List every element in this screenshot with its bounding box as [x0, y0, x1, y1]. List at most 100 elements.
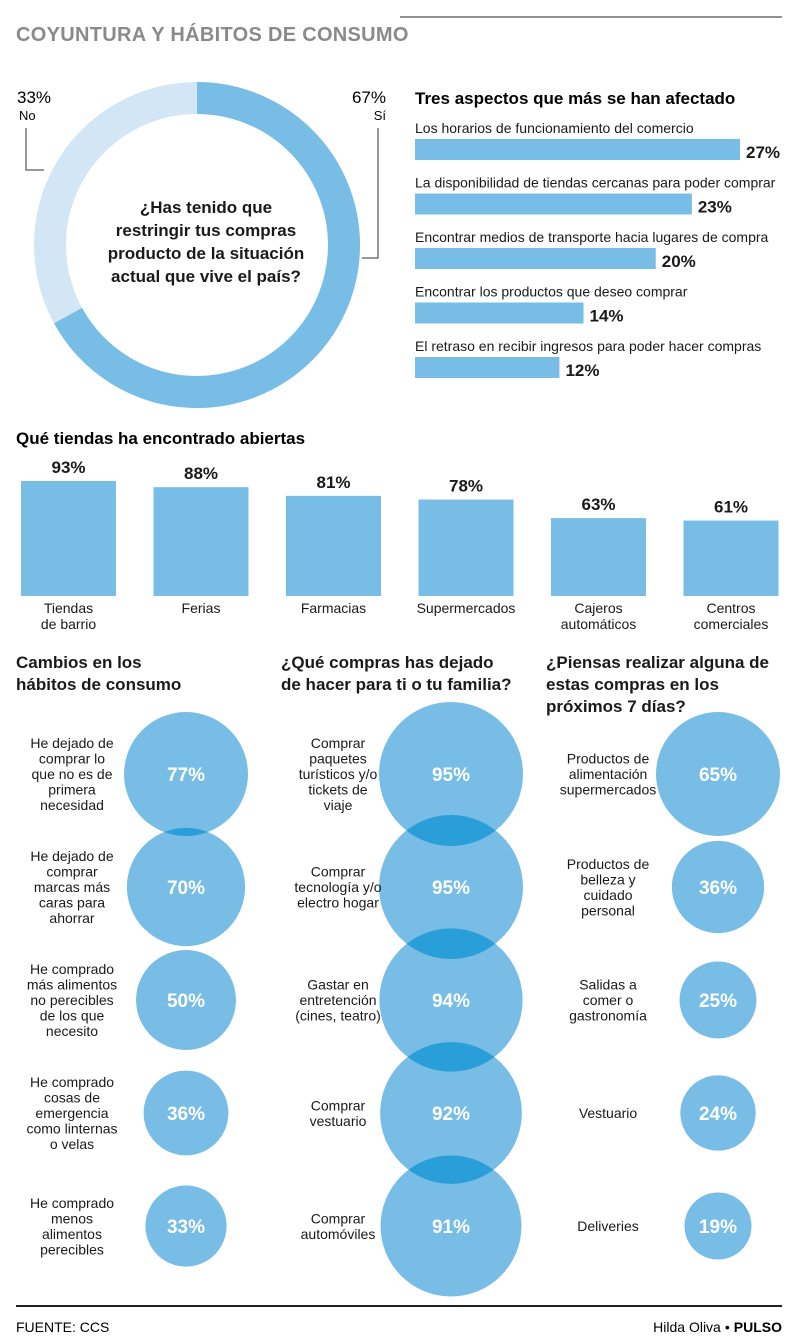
bubble-value: 95% [432, 878, 470, 899]
store-bar [286, 495, 381, 596]
store-bar [683, 520, 779, 596]
bubble-label: necesidad [40, 797, 104, 813]
bubble-value: 24% [699, 1104, 737, 1125]
bubble-label: paquetes [309, 751, 367, 767]
bubble-label: menos [51, 1210, 93, 1226]
bubble [380, 1155, 522, 1297]
bubble-label: Comprar [311, 735, 366, 751]
bubble-label: más alimentos [27, 977, 117, 993]
leader-line-no [25, 128, 44, 171]
stores-title: Qué tiendas ha encontrado abiertas [16, 429, 305, 448]
bubble-value: 95% [432, 765, 470, 786]
bubble-label: He comprado [30, 1074, 114, 1090]
aspect-bar [415, 139, 740, 160]
bubble-label: Productos de [567, 751, 650, 767]
habits-title-line: Cambios en los [16, 653, 142, 672]
donut-slice-si [34, 82, 360, 408]
page-title: COYUNTURA Y HÁBITOS DE CONSUMO [16, 23, 409, 46]
footer-author: Hilda Oliva [653, 1319, 721, 1335]
bubble-label: Vestuario [579, 1105, 638, 1121]
bubble-label: (cines, teatro) [295, 1008, 381, 1024]
bubble-label: belleza y [580, 871, 635, 887]
bubble-overlap [407, 1042, 495, 1072]
bubble-label: supermercados [560, 782, 657, 798]
bubble-label: que no es de [32, 766, 113, 782]
bubble [380, 1042, 522, 1184]
store-label: Farmacias [301, 600, 366, 616]
bubble-label: Salidas a [579, 977, 637, 993]
bubble-value: 77% [167, 765, 205, 786]
store-label: automáticos [561, 616, 636, 632]
bubble [143, 1070, 229, 1156]
leader-line-si [362, 128, 379, 259]
store-bar [418, 499, 514, 596]
footer-source: FUENTE: CCS [16, 1319, 109, 1335]
bubble [136, 950, 236, 1050]
bubble-value: 36% [699, 878, 737, 899]
bubble-value: 91% [432, 1217, 470, 1238]
bubble-label: alimentos [42, 1226, 102, 1242]
aspect-value: 23% [698, 198, 732, 217]
bubble-label: comprar [46, 864, 98, 880]
bubble-label: alimentación [569, 766, 648, 782]
donut-si-value: 67% [352, 88, 386, 107]
bubble-value: 92% [432, 1104, 470, 1125]
bubble [656, 712, 780, 836]
aspects-title: Tres aspectos que más se han afectado [415, 89, 735, 108]
aspect-label: La disponibilidad de tiendas cercanas pa… [415, 175, 776, 191]
bubble-label: de los que [40, 1008, 105, 1024]
bubble-label: cosas de [44, 1090, 100, 1106]
bubble-label: tecnología y/o [294, 879, 381, 895]
bubble [126, 827, 246, 947]
bubble-label: He dejado de [30, 848, 114, 864]
bubble-label: Deliveries [577, 1218, 638, 1234]
bubble-label: o velas [50, 1136, 94, 1152]
bubble-overlap [406, 814, 496, 846]
bubble-value: 94% [432, 991, 470, 1012]
bubble-label: turísticos y/o [299, 766, 378, 782]
stopped-title-line: de hacer para ti o tu familia? [281, 675, 512, 694]
donut-chart: ¿Has tenido que restringir tus compras pro… [17, 82, 386, 408]
bubble-label: personal [581, 902, 635, 918]
store-label: Tiendas [44, 600, 93, 616]
aspect-value: 14% [590, 307, 624, 326]
bubble [671, 840, 765, 934]
bubble [684, 1192, 752, 1260]
donut-question-line: producto de la situación [108, 244, 304, 263]
bubble-label: He dejado de [30, 735, 114, 751]
plans-chart: 65%Productos dealimentaciónsupermercados… [560, 712, 780, 1260]
aspect-value: 12% [565, 361, 599, 380]
aspect-label: Encontrar medios de transporte hacia lug… [415, 229, 769, 245]
bubble-value: 36% [167, 1104, 205, 1125]
bubble-label: cuidado [583, 887, 632, 903]
bubble-value: 25% [699, 991, 737, 1012]
bubble [379, 702, 523, 846]
store-label: Supermercados [417, 600, 516, 616]
donut-no-label: No [19, 108, 36, 123]
store-value: 81% [316, 473, 350, 492]
bubble-label: como linternas [26, 1121, 117, 1137]
bubble-value: 70% [167, 878, 205, 899]
bubble-overlap [406, 928, 496, 959]
footer-separator: • [725, 1319, 730, 1335]
store-label: Centros [706, 600, 755, 616]
aspect-label: Los horarios de funcionamiento del comer… [415, 120, 694, 136]
store-value: 61% [714, 498, 748, 517]
bubble-label: Productos de [567, 856, 650, 872]
plans-title-line: estas compras en los [546, 675, 719, 694]
bubble-label: emergencia [35, 1105, 108, 1121]
aspect-bar [415, 302, 584, 324]
store-label: Cajeros [574, 600, 622, 616]
store-bar [153, 487, 249, 596]
footer-credit: Hilda Oliva • PULSO [653, 1319, 782, 1335]
bubble-label: Gastar en [307, 977, 368, 993]
store-bar [21, 481, 116, 596]
bubble-label: marcas más [34, 879, 110, 895]
bubble-value: 19% [699, 1217, 737, 1238]
footer-brand: PULSO [734, 1319, 782, 1335]
stopped-title: ¿Qué compras has dejado de hacer para ti … [281, 653, 512, 694]
bubble [379, 928, 523, 1072]
bubble-label: He comprado [30, 1195, 114, 1211]
